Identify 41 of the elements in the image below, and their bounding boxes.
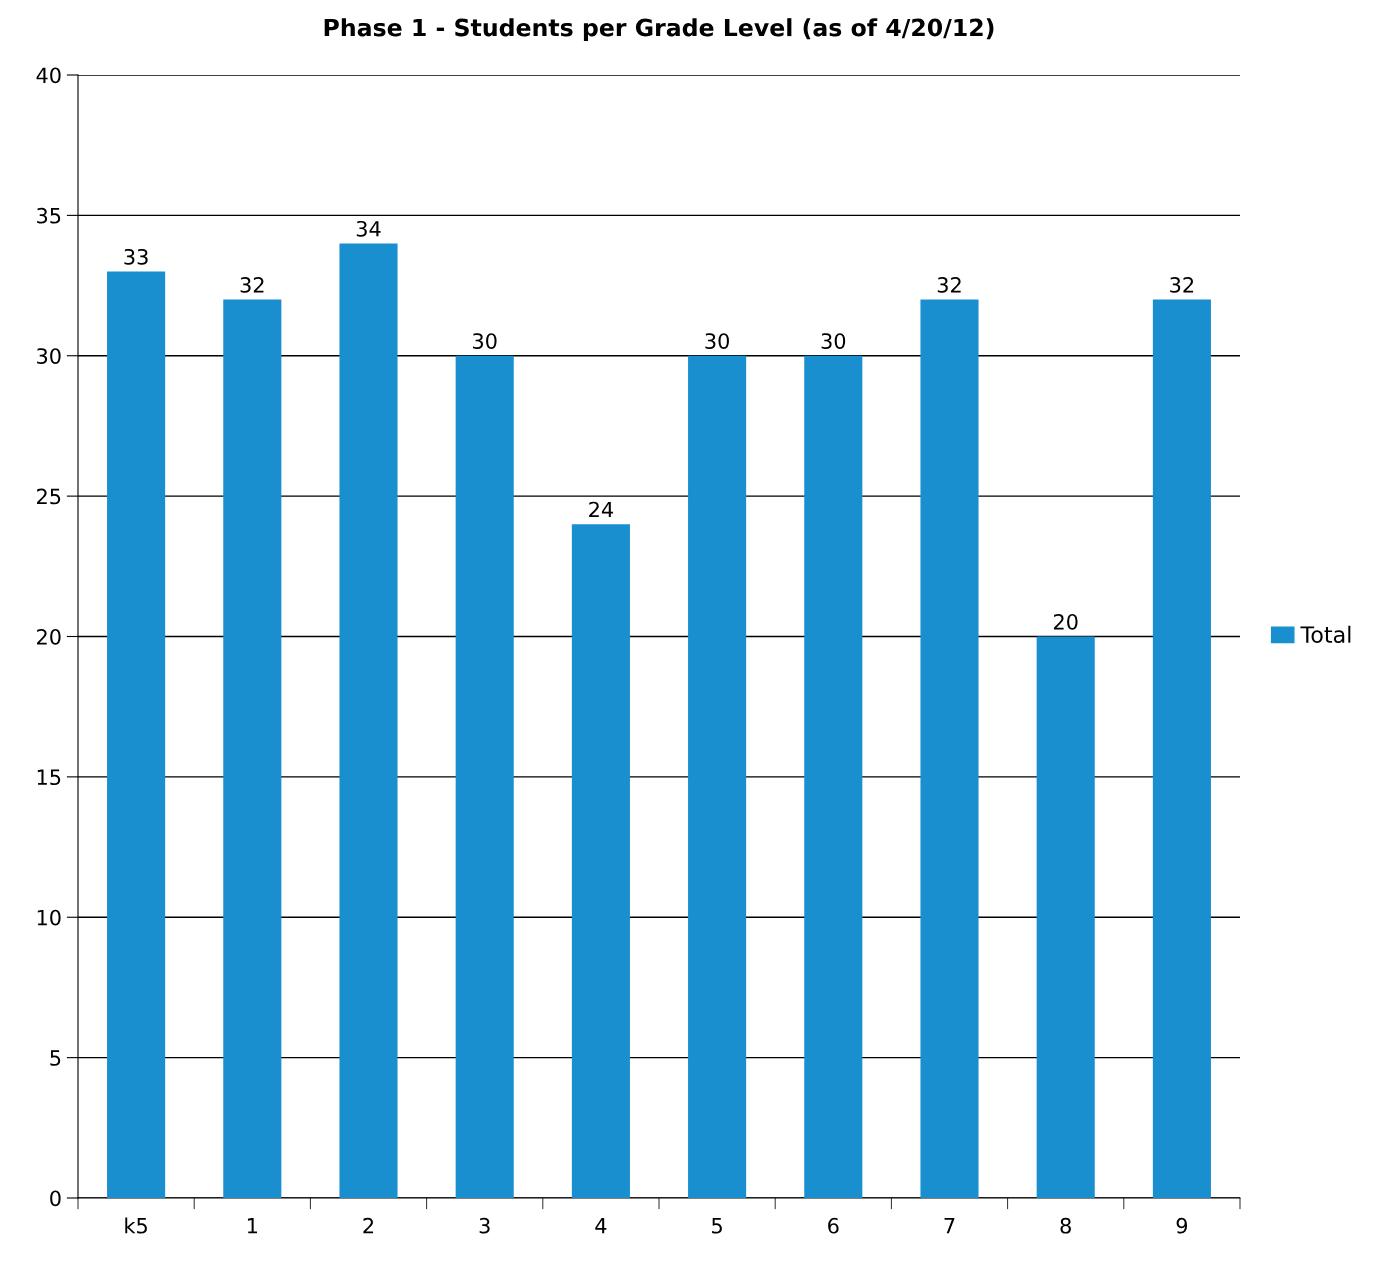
bar (107, 271, 166, 1198)
bar (571, 524, 630, 1198)
bar (455, 355, 514, 1198)
y-tick-label: 35 (37, 207, 61, 224)
y-tick-label: 5 (50, 1050, 61, 1066)
bar (1036, 636, 1095, 1198)
data-label: 30 (821, 333, 846, 349)
chart-title: Phase 1 - Students per Grade Level (as of 4/20/12) (324, 18, 994, 42)
y-tick-label: 10 (37, 909, 61, 926)
bar (688, 355, 747, 1198)
x-tick-label: 4 (595, 1218, 607, 1234)
y-tick-label: 25 (37, 488, 61, 505)
data-label: 34 (356, 220, 381, 237)
x-tick-label: 5 (712, 1218, 722, 1234)
x-tick-label: 6 (828, 1217, 839, 1234)
data-label: 30 (473, 333, 497, 349)
data-label: 33 (124, 248, 148, 265)
data-label: 20 (1053, 613, 1078, 630)
bar (920, 299, 979, 1198)
x-tick-label: 1 (247, 1218, 257, 1234)
data-label: 32 (240, 277, 264, 293)
bar (339, 243, 398, 1198)
x-tick-label: 7 (944, 1218, 955, 1234)
x-tick-label: 8 (1060, 1217, 1071, 1234)
x-tick-label: k5 (125, 1217, 147, 1234)
data-label: 30 (705, 333, 729, 349)
bar (223, 299, 282, 1198)
bar (804, 355, 863, 1198)
y-tick-label: 40 (36, 67, 61, 84)
y-tick-label: 30 (37, 348, 61, 364)
y-tick-label: 15 (37, 769, 61, 786)
legend-label: Total (1300, 625, 1351, 643)
y-tick-label: 0 (50, 1190, 61, 1207)
data-label: 32 (937, 277, 961, 293)
data-label: 32 (1170, 277, 1194, 293)
x-tick-label: 9 (1176, 1217, 1188, 1234)
data-label: 24 (589, 501, 613, 518)
x-tick-label: 3 (479, 1217, 490, 1234)
bar (1152, 299, 1211, 1198)
x-tick-label: 2 (363, 1217, 374, 1234)
y-tick-label: 20 (37, 628, 61, 645)
